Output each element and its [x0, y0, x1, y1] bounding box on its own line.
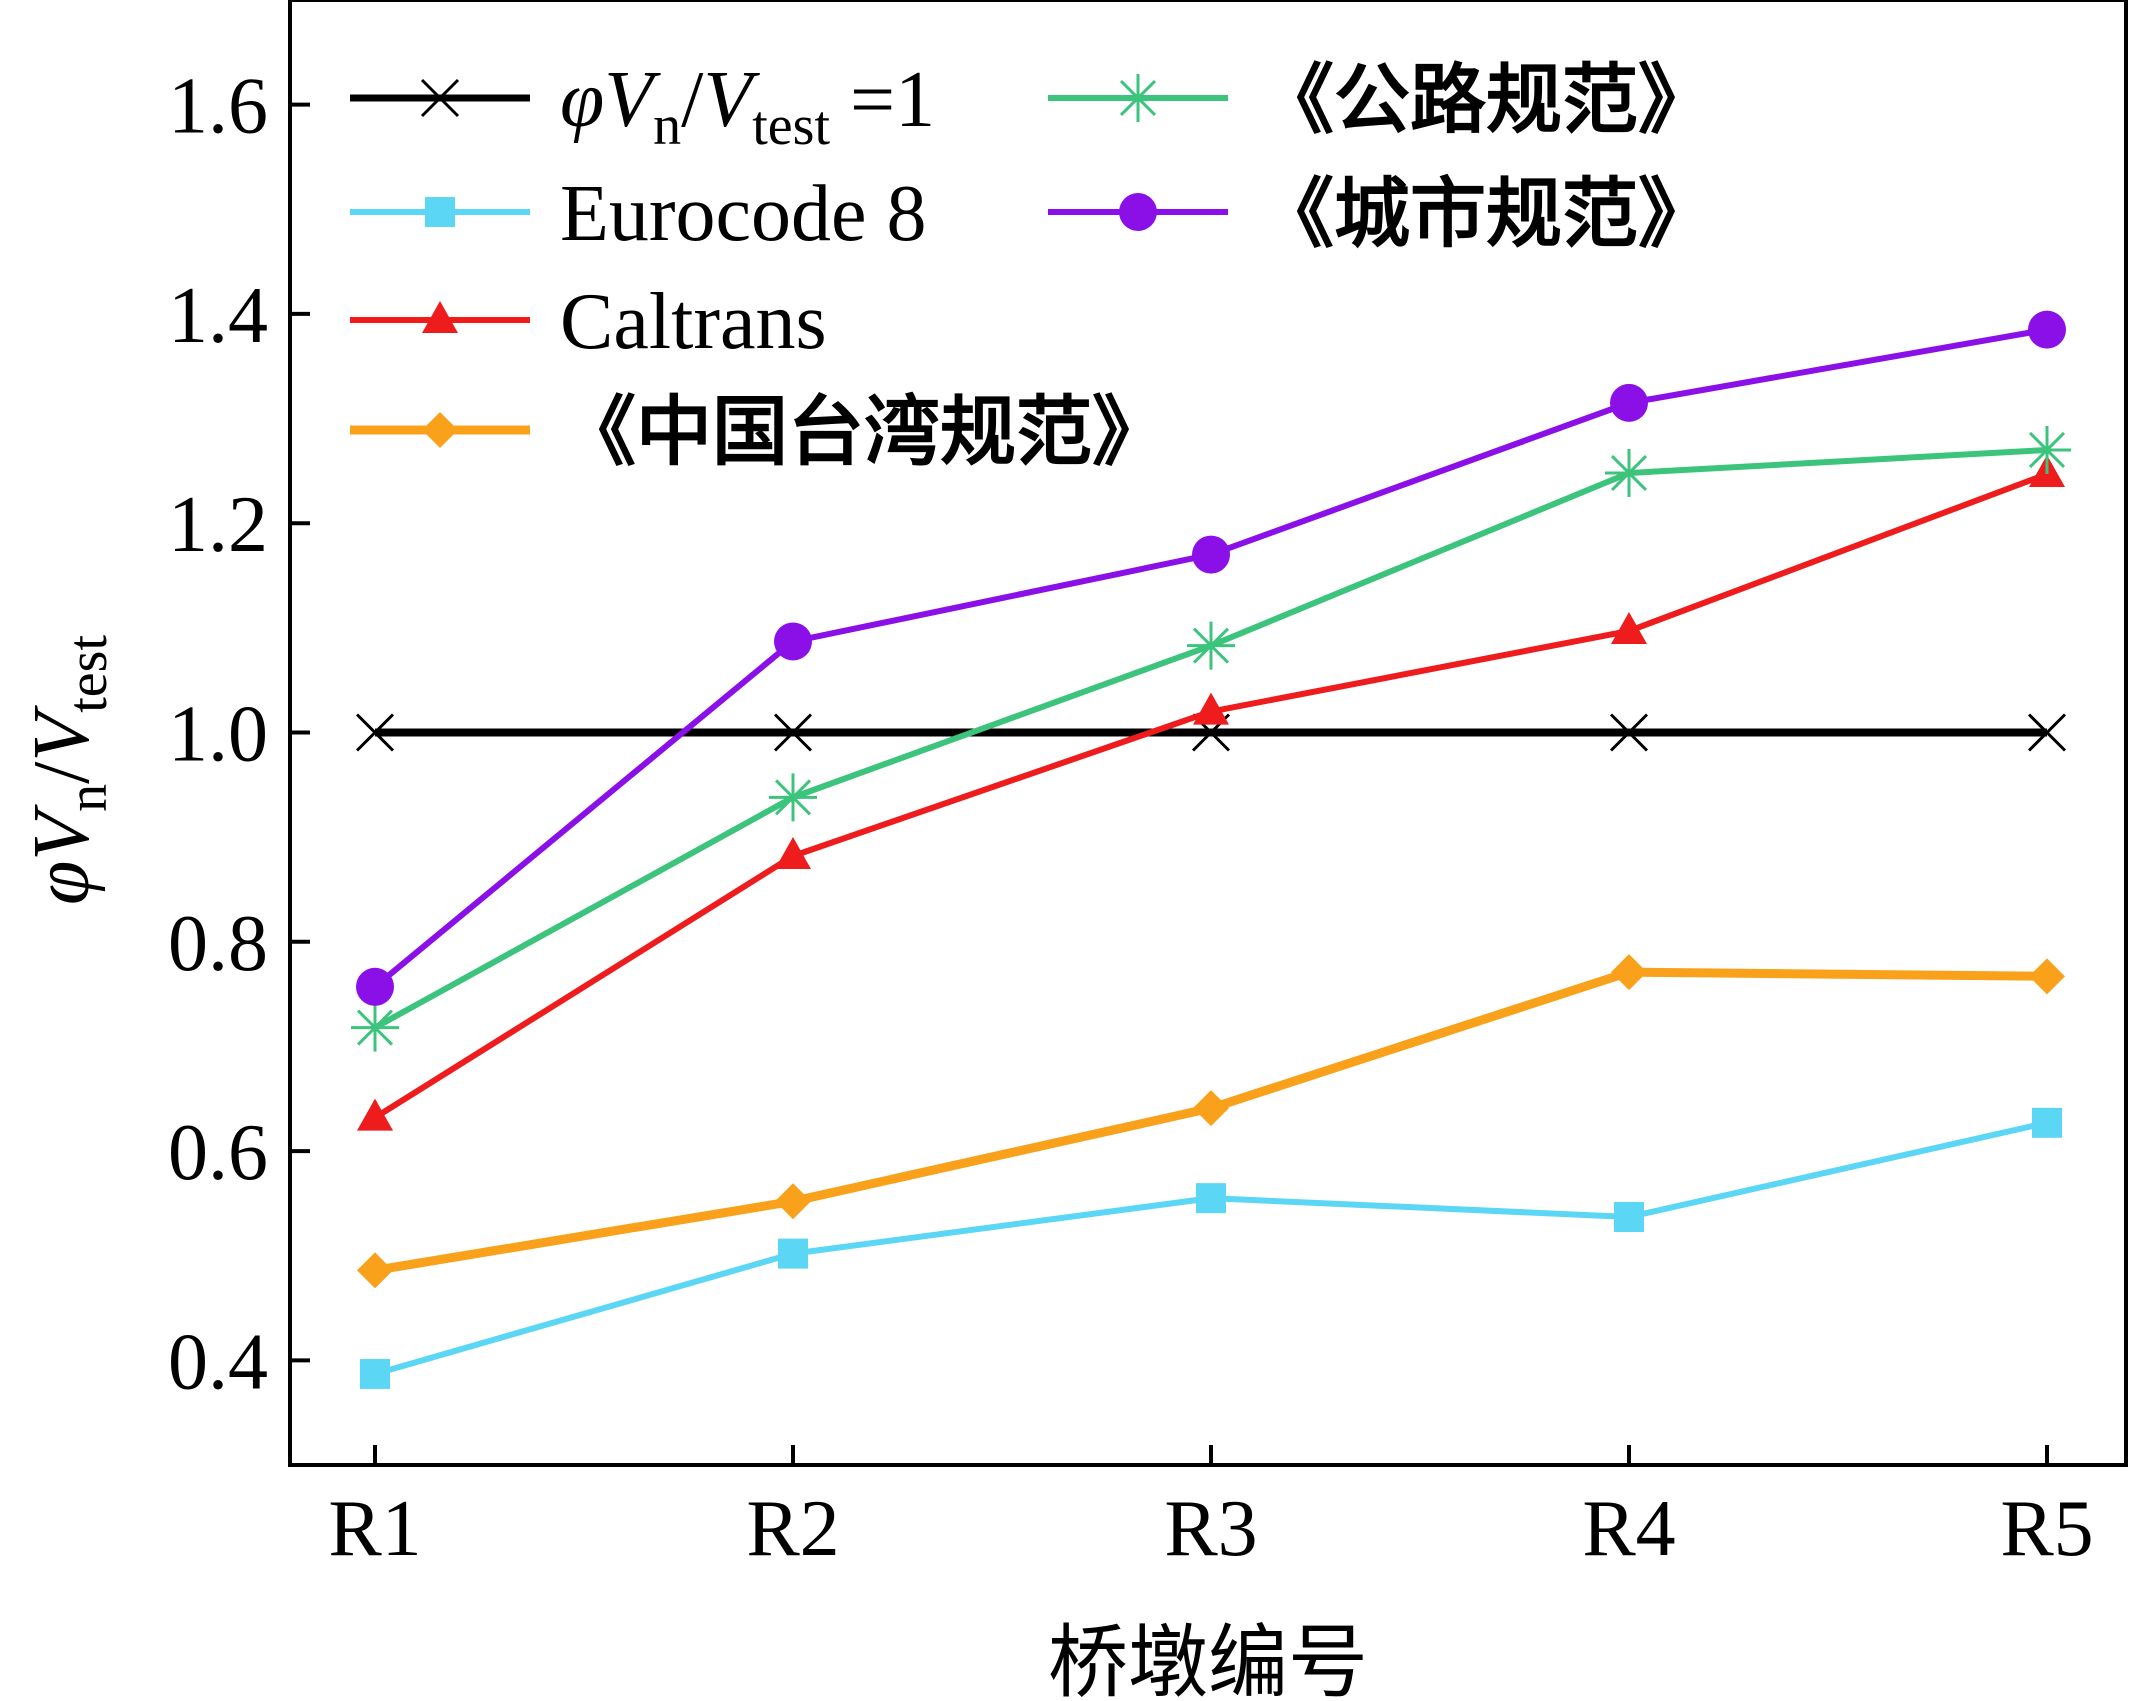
x-tick-label: R2 — [746, 1485, 839, 1573]
marker-caltrans-R1 — [357, 1098, 393, 1131]
marker-urban-R1 — [356, 967, 394, 1006]
y-title-sub-n: n — [57, 784, 119, 812]
x-tick-label: R4 — [1582, 1485, 1675, 1573]
legend-label-ec8: Eurocode 8 — [560, 170, 927, 258]
legend-item-caltrans: Caltrans — [350, 278, 827, 366]
series-ref — [355, 713, 2067, 752]
marker-ref-R2 — [773, 713, 813, 752]
legend-label-taiwan: 《中国台湾规范》 — [560, 387, 1168, 476]
y-tick-label: 0.6 — [168, 1109, 268, 1197]
y-axis: 0.4 0.6 0.8 1.0 1.2 1.4 1.6 — [168, 63, 310, 1406]
legend-label-urban: 《城市规范》 — [1258, 169, 1714, 258]
marker-highway-R1 — [351, 1003, 399, 1052]
marker-taiwan-R1 — [357, 1252, 393, 1289]
legend-item-taiwan: 《中国台湾规范》 — [350, 387, 1168, 476]
legend-marker-taiwan — [422, 412, 458, 448]
marker-highway-R4 — [1605, 448, 1653, 497]
legend-marker-highway — [1114, 74, 1162, 122]
y-title-phi: φ — [18, 861, 106, 905]
marker-ec8-R3 — [1196, 1183, 1226, 1214]
marker-ref-R5 — [2027, 713, 2067, 752]
legend-item-urban: 《城市规范》 — [1048, 169, 1714, 258]
marker-caltrans-R2 — [775, 836, 811, 869]
series-taiwan — [357, 954, 2065, 1289]
marker-taiwan-R5 — [2029, 958, 2065, 995]
y-tick-label: 1.4 — [168, 272, 268, 360]
marker-urban-R3 — [1192, 535, 1230, 574]
x-axis-title: 桥墩编号 — [1048, 1616, 1368, 1701]
x-tick-label: R1 — [328, 1485, 421, 1573]
y-title-slash: / — [18, 761, 106, 784]
marker-ec8-R1 — [360, 1358, 390, 1389]
legend-marker-ref — [420, 78, 460, 118]
svg-text:φVn/Vtest: φVn/Vtest — [18, 635, 119, 905]
legend-label-highway: 《公路规范》 — [1258, 55, 1714, 144]
legend-item-ec8: Eurocode 8 — [350, 170, 927, 258]
marker-caltrans-R3 — [1193, 692, 1229, 725]
x-axis: R1 R2 R3 R4 R5 — [328, 1445, 2094, 1573]
y-title-v1: V — [18, 804, 106, 861]
marker-taiwan-R4 — [1611, 954, 1647, 991]
legend-marker-caltrans — [422, 301, 458, 333]
marker-highway-R5 — [2023, 425, 2071, 474]
marker-ref-R4 — [1609, 713, 1649, 752]
y-tick-label: 0.4 — [168, 1318, 268, 1406]
series-layer — [351, 310, 2071, 1389]
x-tick-label: R5 — [2000, 1485, 2093, 1573]
y-tick-label: 0.8 — [168, 900, 268, 988]
marker-taiwan-R3 — [1193, 1090, 1229, 1127]
legend-marker-urban — [1119, 193, 1157, 231]
legend-item-ref: φVn/Vtest =1 — [350, 56, 935, 157]
y-title-v2: V — [18, 705, 106, 762]
marker-taiwan-R2 — [775, 1183, 811, 1220]
marker-caltrans-R4 — [1611, 611, 1647, 644]
marker-highway-R3 — [1187, 621, 1235, 670]
series-highway — [351, 425, 2071, 1052]
marker-ec8-R2 — [778, 1238, 808, 1269]
series-ec8 — [360, 1107, 2062, 1389]
series-urban — [356, 310, 2066, 1006]
legend-label-caltrans: Caltrans — [560, 278, 827, 366]
marker-ref-R1 — [355, 713, 395, 752]
marker-urban-R5 — [2028, 310, 2066, 349]
legend-item-highway: 《公路规范》 — [1048, 55, 1714, 144]
y-tick-label: 1.0 — [168, 691, 268, 779]
legend: φVn/Vtest =1 Eurocode 8 Caltrans 《中国台湾规范》 《公… — [350, 55, 1714, 476]
marker-ec8-R4 — [1614, 1201, 1644, 1232]
y-axis-title: φVn/Vtest — [18, 635, 119, 905]
y-title-sub-test: test — [57, 635, 119, 713]
marker-urban-R4 — [1610, 383, 1648, 422]
legend-label-ref: φVn/Vtest =1 — [560, 56, 935, 157]
y-tick-label: 1.6 — [168, 63, 268, 151]
marker-ec8-R5 — [2032, 1107, 2062, 1138]
marker-highway-R2 — [769, 773, 817, 822]
legend-marker-ec8 — [425, 197, 455, 227]
marker-urban-R2 — [774, 622, 812, 661]
x-tick-label: R3 — [1164, 1485, 1257, 1573]
y-tick-label: 1.2 — [168, 481, 268, 569]
